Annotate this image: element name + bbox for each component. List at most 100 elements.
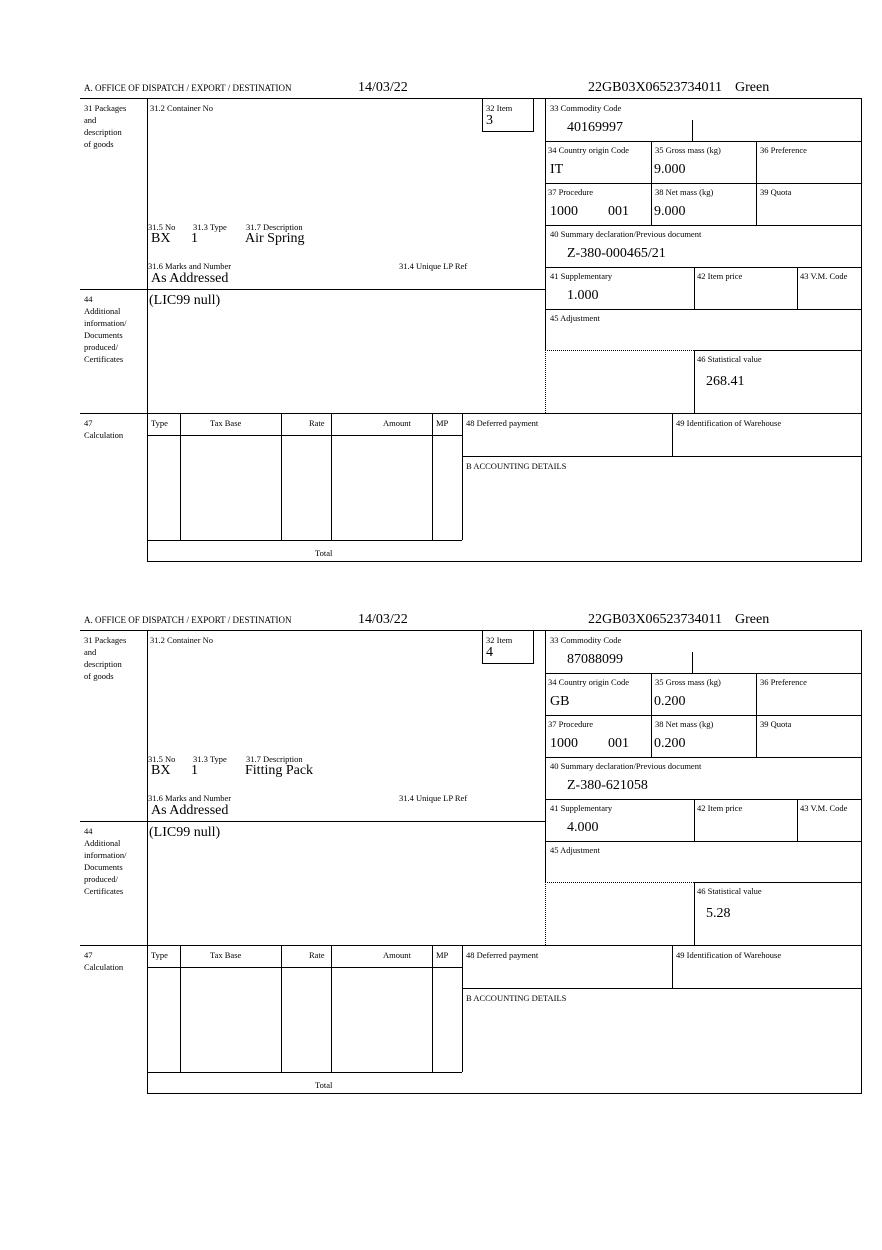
form-rule-line (672, 945, 673, 988)
label-line: Documents (84, 862, 123, 872)
label-line: Calculation (84, 430, 124, 440)
supplementary-value: 1.000 (567, 288, 599, 303)
form-rule-line (545, 715, 862, 716)
form-rule-line (147, 435, 462, 436)
net-label: 38 Net mass (kg) (655, 719, 714, 729)
form-rule-line (482, 663, 534, 664)
label-line: description (84, 659, 122, 669)
accounting-details-label: B ACCOUNTING DETAILS (466, 993, 567, 1003)
label-line: description (84, 127, 122, 137)
calculation-label: 47 Calculation (84, 949, 123, 973)
label-line: Additional (84, 306, 121, 316)
goods-description: Fitting Pack (245, 763, 314, 778)
form-rule-line (545, 673, 862, 674)
form-rule-line (545, 882, 546, 945)
office-label: A. OFFICE OF DISPATCH / EXPORT / DESTINA… (84, 83, 292, 93)
form-rule-line (432, 413, 433, 540)
description-label: 31.7 Description (246, 222, 303, 232)
marks-label: 31.6 Marks and Number (148, 261, 232, 271)
label-line: information/ (84, 850, 127, 860)
item-price-label: 42 Item price (697, 271, 743, 281)
form-rule-line (694, 882, 862, 883)
date: 14/03/22 (358, 612, 408, 627)
form-rule-line (482, 98, 483, 131)
form-rule-line (651, 141, 652, 225)
preference-label: 36 Preference (760, 677, 807, 687)
vm-code-label: 43 V.M. Code (800, 803, 848, 813)
vm-code-label: 43 V.M. Code (800, 271, 848, 281)
calc-col-type: Type (151, 418, 168, 428)
package-count: 1 (191, 231, 198, 246)
net-mass: 9.000 (654, 204, 686, 219)
previous-document: Z-380-000465/21 (567, 246, 666, 261)
gross-label: 35 Gross mass (kg) (655, 145, 721, 155)
calc-col-mp: MP (436, 950, 449, 960)
goods-description: Air Spring (245, 231, 305, 246)
label-line: Certificates (84, 886, 124, 896)
form-rule-line (797, 799, 798, 841)
form-rule-line (281, 945, 282, 1072)
additional-info-value: (LIC99 null) (149, 825, 221, 840)
calc-col-mp: MP (436, 418, 449, 428)
quota-label: 39 Quota (760, 719, 792, 729)
form-rule-line (694, 267, 695, 309)
form-rule-line (545, 882, 694, 883)
item-label: 32 Item (486, 635, 513, 645)
label-line: 31 Packages (84, 103, 127, 113)
label-line: Documents (84, 330, 123, 340)
reference-number: 22GB03X06523734011 (588, 80, 723, 95)
form-rule-line (331, 945, 332, 1072)
label-line: produced/ (84, 342, 118, 352)
calc-col-amount: Amount (383, 950, 411, 960)
item-number: 4 (486, 645, 493, 660)
form-rule-line (672, 413, 673, 456)
form-rule-line (545, 350, 546, 413)
item-block: A. OFFICE OF DISPATCH / EXPORT / DESTINA… (0, 612, 882, 1112)
calc-col-rate: Rate (309, 950, 325, 960)
form-rule-line (797, 267, 798, 309)
additional-info-label: 44 Additional information/Documents produce… (84, 293, 127, 365)
office-label: A. OFFICE OF DISPATCH / EXPORT / DESTINA… (84, 615, 292, 625)
form-rule-line (694, 350, 862, 351)
unique-lp-label: 31.4 Unique LP Ref (399, 261, 468, 271)
commodity-code: 40169997 (567, 120, 623, 135)
warehouse-label: 49 Identification of Warehouse (676, 418, 782, 428)
packages-label: 31 Packages and description of goods (84, 102, 126, 150)
form-rule-line (80, 821, 545, 822)
packages-label: 31 Packages and description of goods (84, 634, 126, 682)
label-line: 44 (84, 826, 93, 836)
package-kind: BX (151, 231, 171, 246)
warehouse-label: 49 Identification of Warehouse (676, 950, 782, 960)
item-block: A. OFFICE OF DISPATCH / EXPORT / DESTINA… (0, 80, 882, 580)
date: 14/03/22 (358, 80, 408, 95)
form-rule-line (545, 799, 862, 800)
procedure-additional: 001 (608, 204, 629, 219)
reference-number: 22GB03X06523734011 (588, 612, 723, 627)
statistical-value: 5.28 (706, 906, 731, 921)
form-rule-line (545, 350, 694, 351)
form-rule-line (80, 289, 545, 290)
form-rule-line (692, 120, 693, 141)
form-rule-line (482, 131, 534, 132)
marks-value: As Addressed (151, 271, 229, 286)
label-line: 44 (84, 294, 93, 304)
form-rule-line (692, 652, 693, 673)
form-rule-line (147, 1093, 862, 1094)
commodity-code: 87088099 (567, 652, 623, 667)
deferred-payment-label: 48 Deferred payment (466, 950, 539, 960)
form-rule-line (533, 630, 534, 663)
supplementary-label: 41 Supplementary (550, 803, 613, 813)
additional-info-label: 44 Additional information/Documents produce… (84, 825, 127, 897)
container-label: 31.2 Container No (150, 103, 214, 113)
form-rule-line (545, 841, 862, 842)
commodity-label: 33 Commodity Code (550, 635, 622, 645)
country-value: GB (550, 694, 570, 709)
deferred-payment-label: 48 Deferred payment (466, 418, 539, 428)
form-rule-line (545, 98, 546, 350)
supplementary-label: 41 Supplementary (550, 271, 613, 281)
item-label: 32 Item (486, 103, 513, 113)
summary-label: 40 Summary declaration/Previous document (550, 761, 702, 771)
marks-label: 31.6 Marks and Number (148, 793, 232, 803)
package-kind: BX (151, 763, 171, 778)
item-price-label: 42 Item price (697, 803, 743, 813)
